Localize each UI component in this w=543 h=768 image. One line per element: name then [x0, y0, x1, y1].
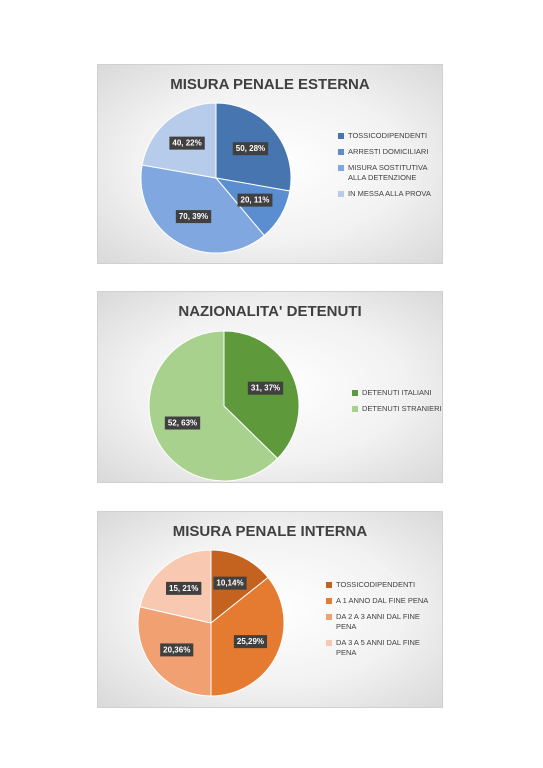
legend-swatch	[338, 191, 344, 197]
pie-slice	[223, 330, 300, 460]
legend-item: DA 3 A 5 ANNI DAL FINE PENA	[326, 638, 441, 658]
legend-label: DA 3 A 5 ANNI DAL FINE PENA	[336, 638, 420, 657]
chart: MISURA PENALE ESTERNA 50, 28% 20, 11% 70, 3…	[140, 76, 370, 254]
data-label-bg	[237, 193, 273, 207]
data-label: 10,14%	[216, 579, 243, 588]
data-label: 70, 39%	[179, 212, 208, 221]
chart-title: MISURA PENALE ESTERNA	[170, 76, 370, 93]
data-label-bg	[166, 581, 202, 595]
legend-label: IN MESSA ALLA PROVA	[348, 189, 431, 198]
legend-swatch	[352, 390, 358, 396]
legend-label: DETENUTI ITALIANI	[362, 388, 432, 397]
data-label-bg	[247, 381, 284, 395]
legend-swatch	[326, 582, 332, 588]
data-label-bg	[232, 142, 269, 156]
data-label: 20, 11%	[241, 196, 270, 205]
data-label-bg	[169, 136, 205, 150]
legend-item: DA 2 A 3 ANNI DAL FINE PENA	[326, 612, 441, 632]
legend-label: ARRESTI DOMICILIARI	[348, 147, 429, 156]
chart-panel: MISURA PENALE INTERNA 10,14% 25,29% 20,36% 1…	[97, 511, 443, 708]
legend-item: TOSSICODIPENDENTI	[326, 580, 441, 590]
data-label: 31, 37%	[251, 384, 280, 393]
chart-panel: MISURA PENALE ESTERNA 50, 28% 20, 11% 70, 3…	[97, 64, 443, 264]
legend-swatch	[352, 406, 358, 412]
legend-label: DETENUTI STRANIERI	[362, 404, 442, 413]
legend-item: TOSSICODIPENDENTI	[338, 131, 438, 141]
legend-label: TOSSICODIPENDENTI	[348, 131, 428, 140]
legend-item: A 1 ANNO DAL FINE PENA	[326, 596, 441, 606]
pie-slice	[148, 330, 279, 482]
legend-swatch	[326, 598, 332, 604]
data-label-bg	[175, 210, 212, 224]
data-label-bg	[213, 576, 247, 590]
legend-label: TOSSICODIPENDENTI	[336, 580, 416, 589]
chart-panel: NAZIONALITA' DETENUTI 31, 37% 52, 63% DETEN…	[97, 291, 443, 483]
data-label-bg	[160, 643, 194, 657]
legend-swatch	[338, 165, 344, 171]
chart-title: NAZIONALITA' DETENUTI	[178, 303, 361, 320]
legend-label: A 1 ANNO DAL FINE PENA	[336, 596, 429, 605]
legend: TOSSICODIPENDENTI A 1 ANNO DAL FINE PENA D…	[326, 580, 441, 664]
legend-swatch	[338, 133, 344, 139]
legend-label: MISURA SOSTITUTIVA ALLA DETENZIONE	[348, 163, 428, 182]
legend-swatch	[338, 149, 344, 155]
data-label: 52, 63%	[168, 419, 197, 428]
legend-swatch	[326, 614, 332, 620]
chart: NAZIONALITA' DETENUTI 31, 37% 52, 63%	[148, 303, 362, 482]
data-label: 25,29%	[237, 637, 264, 646]
data-label: 50, 28%	[236, 144, 265, 153]
legend-label: DA 2 A 3 ANNI DAL FINE PENA	[336, 612, 420, 631]
legend-item: DETENUTI STRANIERI	[352, 404, 442, 414]
legend-item: ARRESTI DOMICILIARI	[338, 147, 438, 157]
chart-title: MISURA PENALE INTERNA	[173, 523, 368, 540]
chart: MISURA PENALE INTERNA 10,14% 25,29% 20,36% 1…	[137, 523, 368, 697]
legend-item: IN MESSA ALLA PROVA	[338, 189, 438, 199]
data-label-bg	[164, 416, 201, 430]
legend: TOSSICODIPENDENTI ARRESTI DOMICILIARI MISU…	[338, 131, 438, 205]
pie-slice	[140, 164, 265, 254]
data-label: 15, 21%	[169, 584, 198, 593]
data-label-bg	[233, 635, 268, 649]
legend-item: DETENUTI ITALIANI	[352, 388, 442, 398]
legend: DETENUTI ITALIANI DETENUTI STRANIERI	[352, 388, 442, 420]
legend-item: MISURA SOSTITUTIVA ALLA DETENZIONE	[338, 163, 438, 183]
legend-swatch	[326, 640, 332, 646]
data-label: 20,36%	[163, 645, 190, 654]
data-label: 40, 22%	[172, 139, 201, 148]
